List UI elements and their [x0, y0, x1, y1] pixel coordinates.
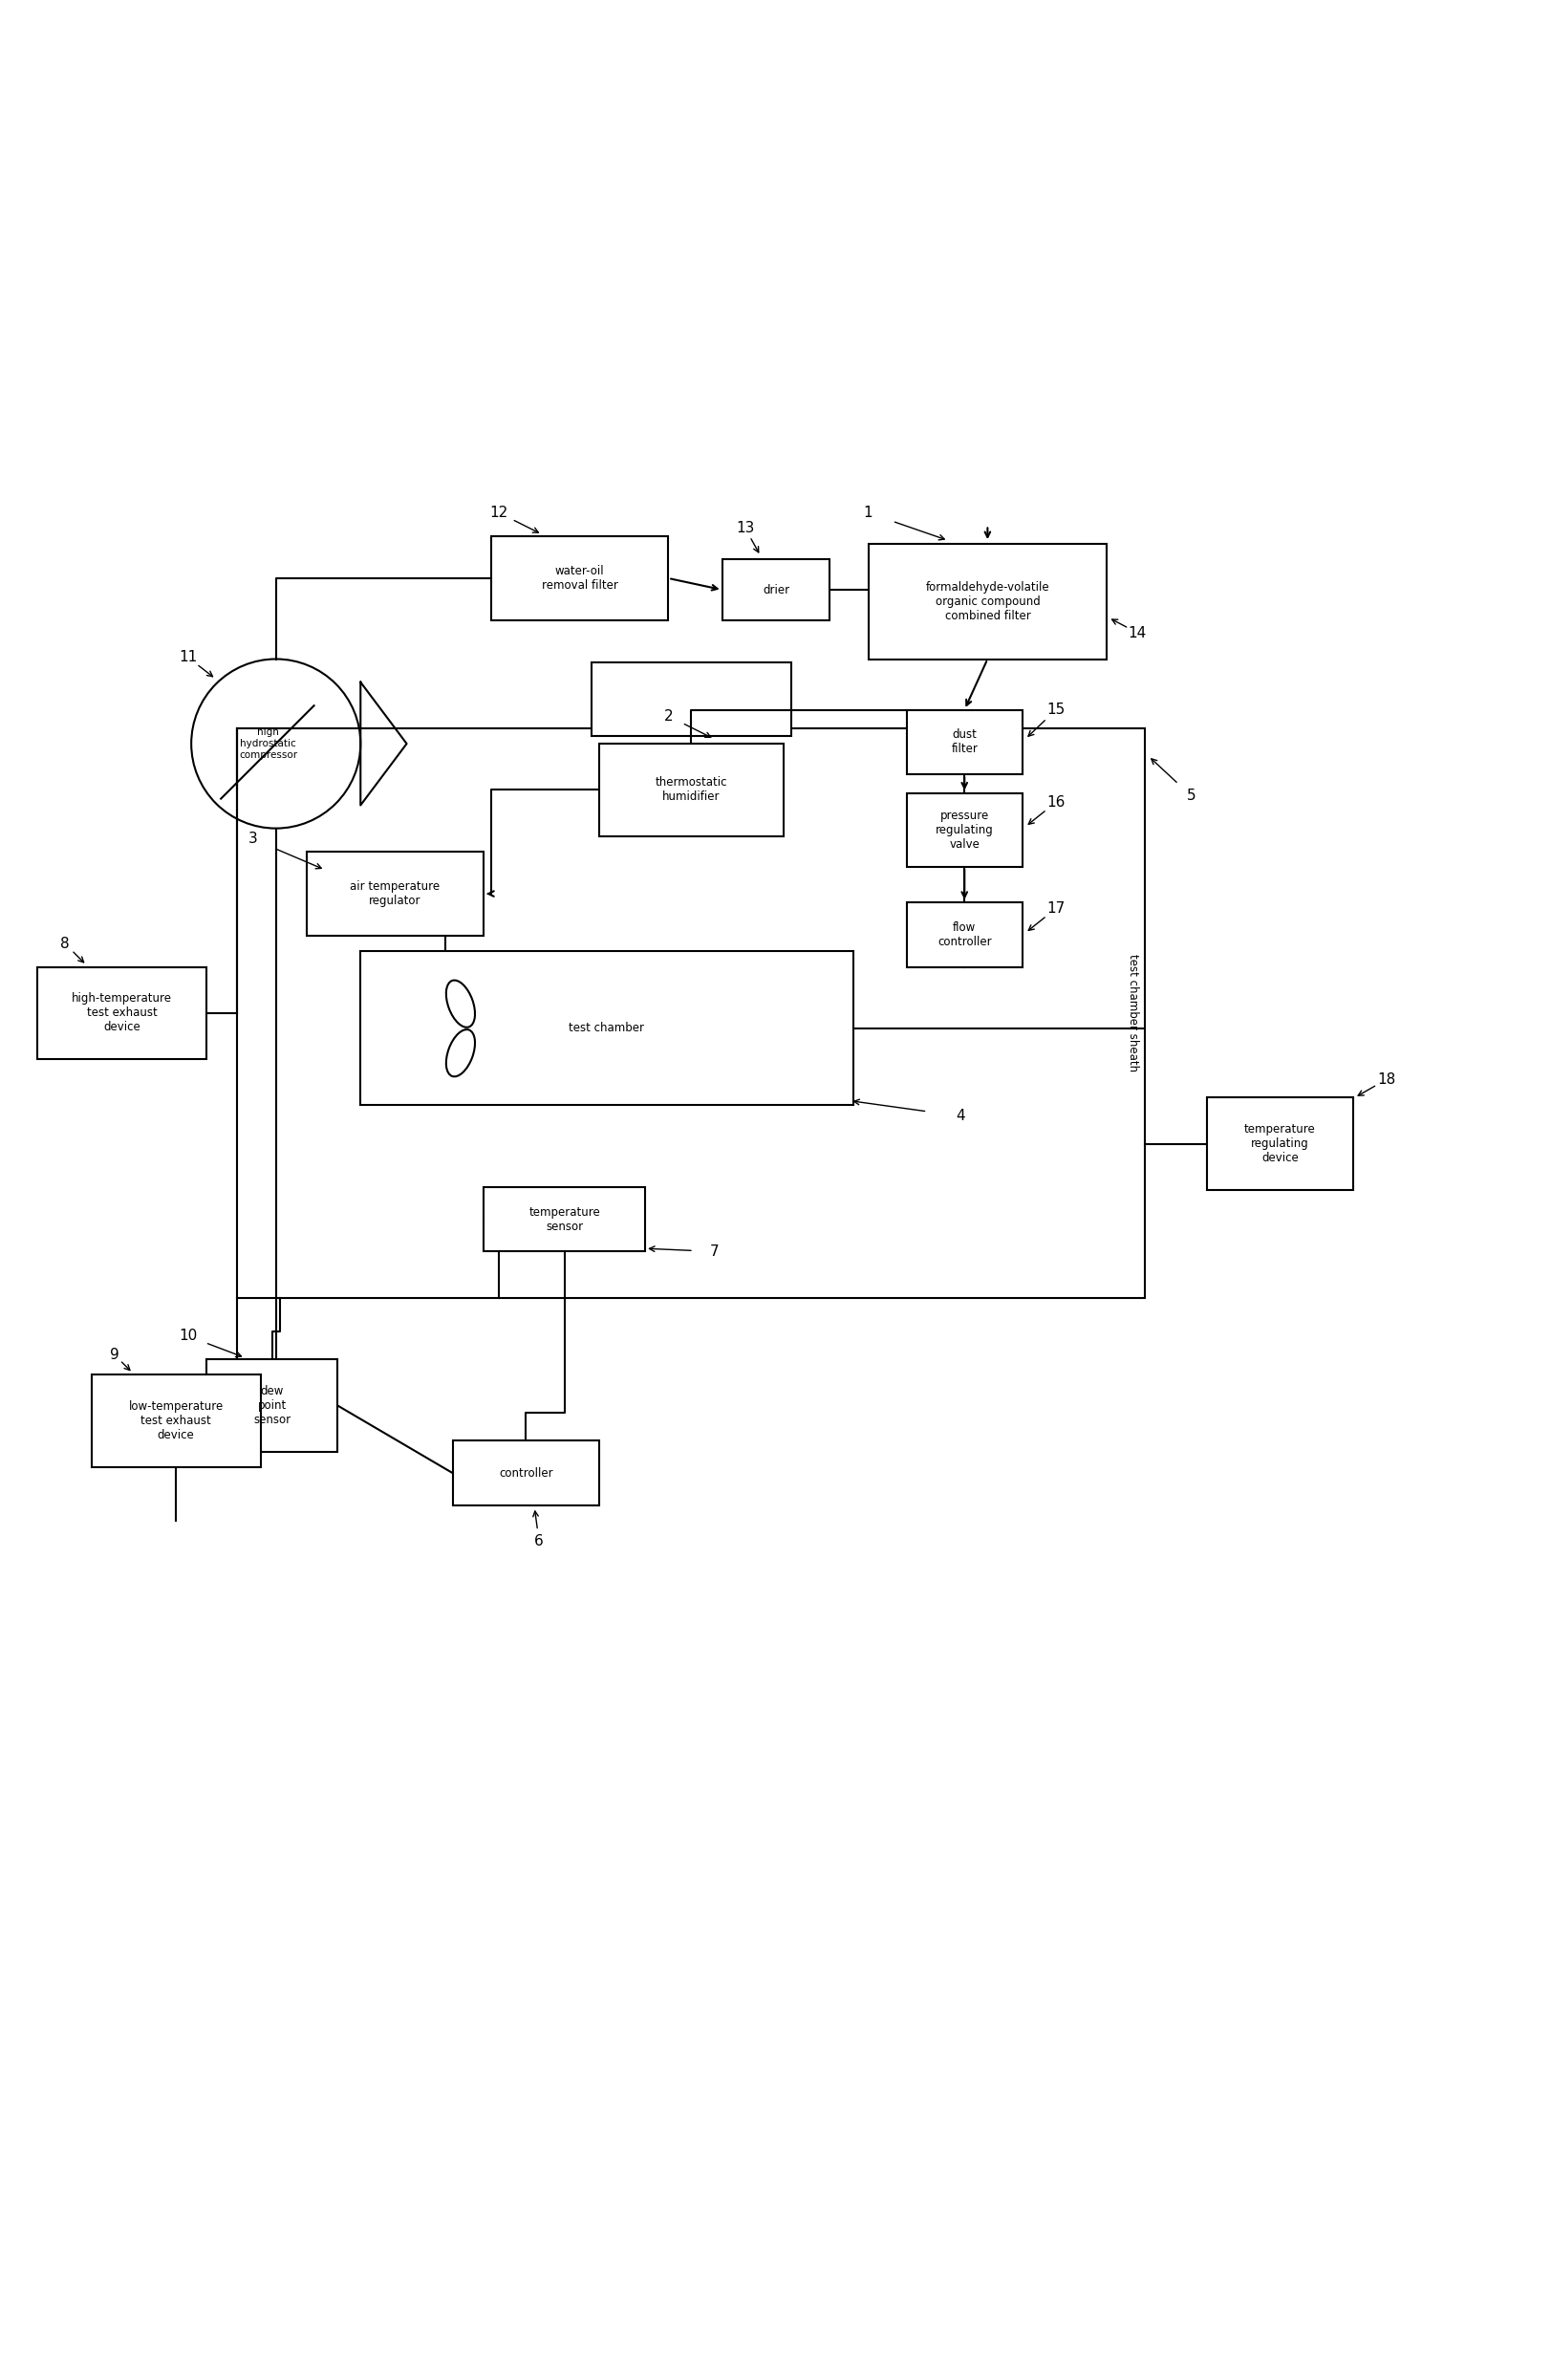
Bar — [360, 952, 853, 1104]
Text: temperature
sensor: temperature sensor — [529, 1207, 600, 1233]
Text: 17: 17 — [1047, 902, 1064, 916]
Bar — [237, 728, 1145, 1297]
Bar — [484, 1188, 645, 1252]
Text: thermostatic
humidifier: thermostatic humidifier — [655, 776, 727, 802]
Text: 13: 13 — [735, 521, 754, 536]
Text: controller: controller — [498, 1466, 552, 1480]
Bar — [906, 709, 1022, 774]
Text: formaldehyde-volatile
organic compound
combined filter: formaldehyde-volatile organic compound c… — [924, 581, 1048, 621]
Bar — [906, 793, 1022, 866]
Bar — [867, 543, 1106, 659]
Bar — [307, 852, 484, 935]
Text: air temperature
regulator: air temperature regulator — [351, 881, 440, 907]
Text: 7: 7 — [709, 1245, 718, 1259]
Text: 1: 1 — [864, 505, 872, 519]
Text: 18: 18 — [1377, 1071, 1396, 1085]
Text: 2: 2 — [664, 709, 673, 724]
Text: pressure
regulating
valve: pressure regulating valve — [935, 809, 993, 850]
Bar — [721, 559, 830, 621]
Bar — [453, 1440, 599, 1507]
Bar — [206, 1359, 337, 1452]
Text: flow
controller: flow controller — [937, 921, 991, 947]
Text: drier: drier — [762, 583, 789, 595]
Text: 9: 9 — [110, 1347, 119, 1361]
Text: dust
filter: dust filter — [951, 728, 977, 754]
Text: water-oil
removal filter: water-oil removal filter — [541, 564, 617, 593]
Bar — [492, 536, 668, 621]
Text: 16: 16 — [1045, 795, 1064, 809]
Text: 8: 8 — [60, 938, 70, 952]
Text: 10: 10 — [178, 1328, 197, 1342]
Text: temperature
regulating
device: temperature regulating device — [1244, 1123, 1315, 1164]
Text: 6: 6 — [534, 1533, 543, 1547]
Bar — [599, 743, 783, 835]
Text: high
hydrostatic
compressor: high hydrostatic compressor — [239, 728, 298, 759]
Text: test chamber sheath: test chamber sheath — [1126, 954, 1138, 1071]
Text: 5: 5 — [1187, 788, 1196, 802]
Text: high-temperature
test exhaust
device: high-temperature test exhaust device — [71, 992, 172, 1033]
Text: low-temperature
test exhaust
device: low-temperature test exhaust device — [129, 1399, 223, 1442]
Text: 11: 11 — [178, 650, 197, 664]
Text: 15: 15 — [1047, 702, 1064, 716]
Text: 3: 3 — [248, 833, 257, 847]
Text: 12: 12 — [490, 505, 507, 519]
Text: 4: 4 — [955, 1109, 965, 1123]
Bar — [92, 1376, 261, 1466]
Bar — [37, 966, 206, 1059]
Bar — [906, 902, 1022, 966]
Bar — [591, 662, 791, 735]
Text: test chamber: test chamber — [569, 1021, 644, 1035]
Text: dew
point
sensor: dew point sensor — [253, 1385, 290, 1426]
Bar — [1207, 1097, 1352, 1190]
Text: 14: 14 — [1128, 626, 1146, 640]
